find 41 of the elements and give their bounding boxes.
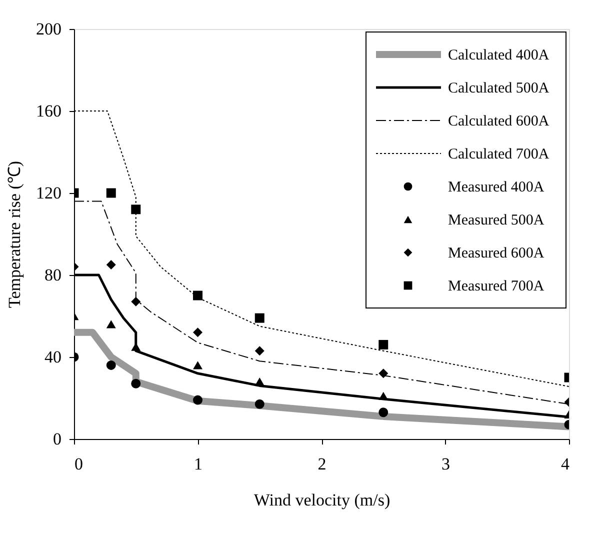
x-axis-title: Wind velocity (m/s)	[254, 490, 390, 510]
legend-label: Measured 400A	[448, 180, 544, 196]
x-tick-label: 1	[194, 454, 202, 474]
point	[193, 361, 202, 370]
legend-label: Measured 600A	[448, 246, 544, 262]
y-tick-label: 40	[44, 348, 62, 366]
x-tick-label: 3	[442, 454, 450, 474]
point	[131, 342, 141, 351]
point	[254, 399, 264, 409]
y-tick-label: 0	[53, 430, 62, 448]
point	[193, 328, 202, 338]
y-tick-label: 120	[36, 184, 62, 202]
point	[106, 320, 116, 328]
point	[106, 360, 116, 370]
legend-label: Calculated 700A	[448, 146, 550, 162]
point	[193, 290, 202, 300]
point	[254, 346, 264, 356]
point	[193, 395, 202, 405]
x-tick-label: 4	[561, 454, 570, 474]
point	[106, 188, 116, 198]
legend-label: Calculated 400A	[448, 48, 550, 64]
legend-label: Measured 700A	[448, 278, 544, 294]
x-tick-label: 0	[74, 454, 83, 474]
point	[131, 296, 141, 306]
point	[106, 260, 116, 270]
point	[378, 340, 388, 350]
y-axis-title: Temperature rise (℃)	[5, 160, 24, 308]
x-tick-label: 2	[318, 454, 326, 474]
y-tick-label: 160	[36, 102, 62, 120]
legend-label: Measured 500A	[448, 212, 544, 228]
point	[254, 377, 264, 386]
point	[378, 368, 388, 378]
y-tick-label: 80	[44, 266, 62, 284]
point	[131, 378, 141, 388]
legend-label: Calculated 500A	[448, 80, 550, 96]
point	[254, 313, 264, 323]
point	[378, 392, 388, 400]
y-tick-label: 200	[36, 20, 62, 38]
point	[378, 408, 388, 418]
point	[131, 204, 141, 214]
legend-label: Calculated 600A	[448, 114, 550, 130]
